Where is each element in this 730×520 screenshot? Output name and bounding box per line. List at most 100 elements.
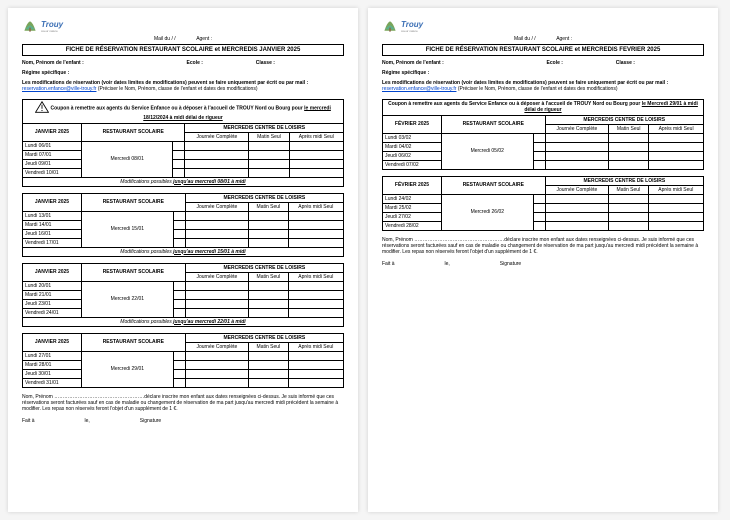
cell[interactable] (173, 238, 185, 247)
cell[interactable] (249, 378, 289, 387)
cell[interactable] (609, 133, 649, 142)
cell[interactable] (173, 141, 185, 150)
cell[interactable] (185, 369, 248, 378)
cell[interactable] (185, 150, 249, 159)
cell[interactable] (289, 168, 344, 177)
cell[interactable] (648, 203, 703, 212)
cell[interactable] (609, 212, 649, 221)
cell[interactable] (533, 212, 545, 221)
cell[interactable] (249, 150, 289, 159)
cell[interactable] (173, 290, 185, 299)
cell[interactable] (173, 168, 185, 177)
cell[interactable] (185, 211, 248, 220)
cell[interactable] (533, 221, 545, 230)
cell[interactable] (249, 229, 289, 238)
cell[interactable] (649, 133, 704, 142)
cell[interactable] (609, 160, 649, 169)
cell[interactable] (533, 194, 545, 203)
cell[interactable] (249, 290, 289, 299)
cell[interactable] (649, 160, 704, 169)
cell[interactable] (173, 308, 185, 317)
cell[interactable] (609, 151, 649, 160)
cell[interactable] (173, 378, 185, 387)
cell[interactable] (185, 290, 248, 299)
email-link[interactable]: reservation.enfance@ville-trouy.fr (382, 86, 456, 92)
cell[interactable] (288, 299, 343, 308)
cell[interactable] (288, 308, 343, 317)
cell[interactable] (173, 229, 185, 238)
cell[interactable] (249, 220, 289, 229)
cell[interactable] (649, 151, 704, 160)
cell[interactable] (648, 194, 703, 203)
cell[interactable] (185, 168, 249, 177)
cell[interactable] (648, 212, 703, 221)
cell[interactable] (288, 369, 343, 378)
cell[interactable] (173, 220, 185, 229)
cell[interactable] (249, 299, 289, 308)
cell[interactable] (173, 360, 185, 369)
cell[interactable] (288, 351, 343, 360)
cell[interactable] (249, 308, 289, 317)
cell[interactable] (173, 351, 185, 360)
cell[interactable] (288, 360, 343, 369)
cell[interactable] (533, 160, 545, 169)
cell[interactable] (173, 159, 185, 168)
cell[interactable] (249, 168, 289, 177)
cell[interactable] (533, 151, 545, 160)
cell[interactable] (185, 378, 248, 387)
cell[interactable] (185, 308, 248, 317)
cell[interactable] (545, 212, 608, 221)
cell[interactable] (609, 194, 649, 203)
cell[interactable] (533, 133, 545, 142)
email-link[interactable]: reservation.enfance@ville-trouy.fr (22, 86, 96, 92)
cell[interactable] (185, 238, 248, 247)
cell[interactable] (249, 141, 289, 150)
cell[interactable] (173, 369, 185, 378)
cell[interactable] (648, 221, 703, 230)
cell[interactable] (249, 360, 289, 369)
cell[interactable] (288, 238, 343, 247)
cell[interactable] (609, 221, 649, 230)
cell[interactable] (173, 299, 185, 308)
cell[interactable] (545, 160, 609, 169)
cell[interactable] (173, 281, 185, 290)
declaration: Nom, Prénom ………………………………………………déclare in… (382, 237, 704, 256)
cell[interactable] (288, 229, 343, 238)
cell[interactable] (289, 159, 344, 168)
cell[interactable] (545, 203, 608, 212)
cell[interactable] (185, 281, 248, 290)
cell[interactable] (173, 211, 185, 220)
warning-icon (35, 101, 49, 116)
cell[interactable] (185, 159, 249, 168)
cell[interactable] (545, 221, 608, 230)
cell[interactable] (609, 203, 649, 212)
cell[interactable] (545, 194, 608, 203)
cell[interactable] (545, 133, 609, 142)
cell[interactable] (545, 142, 609, 151)
cell[interactable] (289, 141, 344, 150)
cell[interactable] (185, 351, 248, 360)
cell[interactable] (249, 281, 289, 290)
cell[interactable] (288, 220, 343, 229)
cell[interactable] (185, 220, 248, 229)
cell[interactable] (185, 299, 248, 308)
cell[interactable] (173, 150, 185, 159)
cell[interactable] (288, 378, 343, 387)
cell[interactable] (533, 142, 545, 151)
cell[interactable] (289, 150, 344, 159)
cell[interactable] (609, 142, 649, 151)
cell[interactable] (288, 211, 343, 220)
cell[interactable] (249, 351, 289, 360)
cell[interactable] (249, 211, 289, 220)
cell[interactable] (288, 281, 343, 290)
cell[interactable] (249, 238, 289, 247)
cell[interactable] (545, 151, 609, 160)
cell[interactable] (185, 360, 248, 369)
cell[interactable] (533, 203, 545, 212)
cell[interactable] (249, 369, 289, 378)
cell[interactable] (185, 229, 248, 238)
cell[interactable] (649, 142, 704, 151)
cell[interactable] (185, 141, 249, 150)
cell[interactable] (249, 159, 289, 168)
cell[interactable] (288, 290, 343, 299)
